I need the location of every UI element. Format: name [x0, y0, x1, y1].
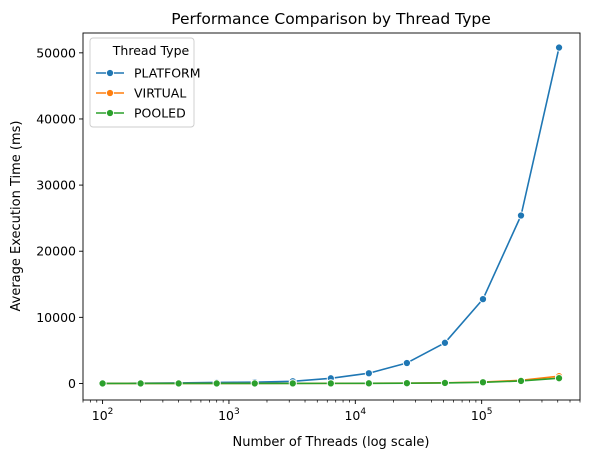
y-axis-label: Average Execution Time (ms)	[9, 121, 24, 312]
chart-title: Performance Comparison by Thread Type	[171, 10, 491, 28]
x-tick-label: 105	[471, 407, 493, 423]
legend-label: VIRTUAL	[134, 86, 186, 101]
data-point	[440, 338, 449, 347]
data-point	[516, 211, 526, 220]
legend-label: PLATFORM	[134, 66, 201, 81]
series-layer	[98, 43, 564, 388]
data-point	[174, 379, 183, 388]
legend-box	[89, 37, 195, 128]
legend-title: Thread Type	[112, 43, 190, 58]
x-axis-label: Number of Threads (log scale)	[233, 435, 430, 450]
data-point	[478, 295, 488, 304]
data-point	[212, 379, 221, 388]
y-tick-label: 50000	[36, 45, 76, 60]
x-axis-ticks: 102 103 104 105	[82, 400, 581, 423]
plot-area-frame	[82, 32, 581, 401]
y-tick-label: 30000	[36, 178, 76, 193]
data-point	[440, 378, 449, 387]
data-point	[554, 374, 564, 383]
series-pooled	[98, 374, 564, 388]
data-point	[364, 369, 373, 378]
data-point	[288, 379, 297, 388]
data-point	[402, 358, 411, 368]
data-point	[516, 376, 526, 386]
x-tick-label: 102	[92, 407, 114, 423]
legend-marker	[105, 88, 115, 98]
data-point	[402, 379, 411, 388]
data-point	[136, 379, 145, 388]
y-axis-ticks: 0 10000 20000 30000 40000 50000	[36, 45, 83, 391]
legend-label: POOLED	[134, 106, 186, 121]
data-point	[478, 378, 488, 387]
legend-marker	[105, 68, 115, 78]
data-point	[326, 379, 335, 388]
y-tick-label: 40000	[36, 111, 76, 126]
data-point	[554, 43, 564, 52]
data-point	[98, 379, 107, 388]
legend: Thread Type PLATFORM VIRTUAL POOLED	[89, 37, 201, 128]
y-tick-label: 20000	[36, 244, 76, 259]
x-tick-label: 104	[344, 407, 366, 423]
legend-marker	[105, 108, 115, 118]
y-tick-label: 10000	[36, 310, 76, 325]
data-point	[250, 379, 259, 388]
data-point	[364, 379, 373, 388]
y-tick-label: 0	[68, 376, 76, 391]
x-tick-label: 103	[218, 407, 240, 423]
